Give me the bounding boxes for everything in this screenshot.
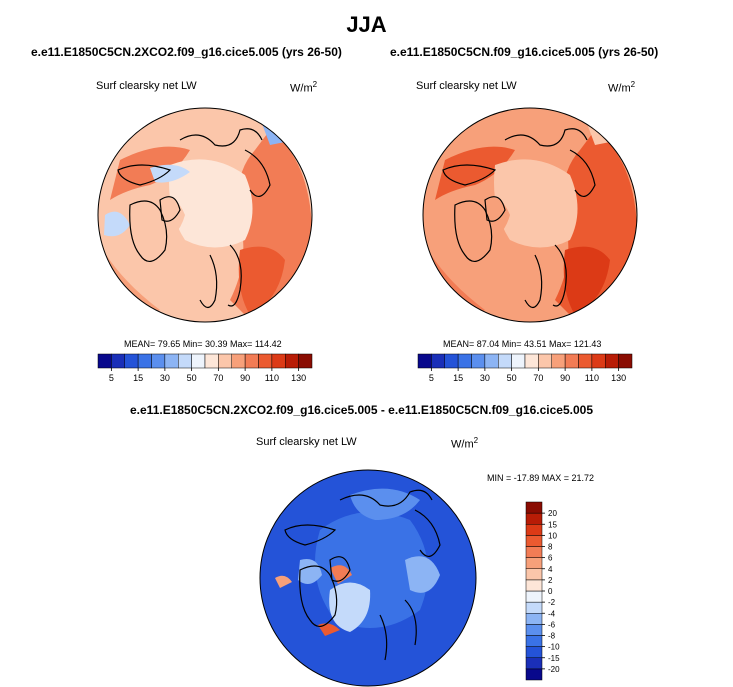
colorbar-tick-label: -6: [548, 620, 556, 629]
colorbar-swatch: [525, 524, 543, 536]
colorbar-swatch: [591, 353, 606, 369]
colorbar-tick-label: 130: [291, 373, 306, 383]
colorbar-tick-label: 8: [548, 543, 553, 552]
colorbar-tick-label: 15: [133, 373, 143, 383]
colorbar-swatch: [218, 353, 232, 369]
panel-2-title: e.e11.E1850C5CN.f09_g16.cice5.005 (yrs 2…: [390, 45, 659, 59]
panel-1-map: [97, 107, 313, 323]
colorbar-tick-label: -4: [548, 609, 556, 618]
colorbar-swatch: [97, 353, 112, 369]
colorbar-swatch: [231, 353, 246, 369]
colorbar-swatch: [431, 353, 445, 369]
colorbar-swatch: [525, 579, 543, 592]
colorbar-swatch: [484, 353, 499, 369]
colorbar-tick-label: 4: [548, 565, 553, 574]
colorbar-tick-label: 110: [265, 373, 279, 383]
colorbar-swatch: [111, 353, 125, 369]
colorbar-tick-label: 110: [585, 373, 599, 383]
panel-1-units: W/m2: [290, 80, 318, 95]
panel-2-map: [422, 107, 638, 323]
colorbar-swatch: [525, 601, 543, 614]
colorbar-swatch: [525, 657, 543, 670]
colorbar-swatch: [525, 512, 543, 525]
colorbar-tick-label: 90: [560, 373, 570, 383]
colorbar-tick-label: -10: [548, 643, 560, 652]
colorbar-tick-label: 5: [429, 373, 434, 383]
colorbar-swatch: [444, 353, 459, 369]
figure-season-title: JJA: [346, 12, 387, 37]
colorbar-swatch: [564, 353, 579, 369]
panel-2-units: W/m2: [608, 80, 636, 95]
colorbar-tick-label: -8: [548, 632, 556, 641]
colorbar-tick-label: 15: [453, 373, 463, 383]
colorbar-swatch: [258, 353, 273, 369]
panel-1-colorbar: 5 15 30 50 70 90 110 130: [97, 353, 313, 383]
colorbar-swatch: [511, 353, 526, 369]
colorbar-swatch: [204, 353, 219, 369]
panel-3-map: [259, 469, 477, 687]
colorbar-tick-label: 130: [611, 373, 626, 383]
colorbar-swatch: [551, 353, 566, 369]
colorbar-tick-label: 70: [533, 373, 543, 383]
panel-1-stats: MEAN= 79.65 Min= 30.39 Max= 114.42: [124, 339, 282, 349]
panel-3-units: W/m2: [451, 436, 479, 451]
colorbar-swatch: [525, 501, 543, 514]
colorbar-swatch: [525, 590, 543, 603]
colorbar-tick-label: 5: [109, 373, 114, 383]
colorbar-swatch: [525, 535, 543, 547]
panel-3-stats: MIN = -17.89 MAX = 21.72: [487, 473, 595, 483]
colorbar-swatch: [124, 353, 139, 369]
colorbar-swatch: [618, 353, 633, 369]
colorbar-tick-label: 50: [187, 373, 197, 383]
colorbar-tick-label: -20: [548, 665, 560, 674]
colorbar-swatch: [285, 353, 299, 369]
colorbar-tick-label: 15: [548, 520, 557, 529]
panel-1-variable: Surf clearsky net LW: [96, 80, 197, 92]
colorbar-swatch: [244, 353, 259, 369]
colorbar-swatch: [525, 635, 543, 647]
colorbar-tick-label: 50: [507, 373, 517, 383]
colorbar-swatch: [525, 613, 543, 625]
colorbar-swatch: [298, 353, 313, 369]
colorbar-tick-label: 90: [240, 373, 250, 383]
colorbar-swatch: [524, 353, 539, 369]
colorbar-swatch: [164, 353, 179, 369]
panel-2-stats: MEAN= 87.04 Min= 43.51 Max= 121.43: [443, 339, 602, 349]
colorbar-swatch: [578, 353, 593, 369]
colorbar-swatch: [137, 353, 152, 369]
colorbar-tick-label: 6: [548, 554, 553, 563]
colorbar-swatch: [525, 624, 543, 636]
colorbar-swatch: [525, 668, 543, 681]
colorbar-swatch: [525, 646, 543, 658]
colorbar-swatch: [498, 353, 512, 369]
colorbar-swatch: [457, 353, 472, 369]
colorbar-tick-label: 20: [548, 509, 557, 518]
colorbar-swatch: [191, 353, 206, 369]
colorbar-swatch: [151, 353, 166, 369]
colorbar-swatch: [417, 353, 432, 369]
colorbar-tick-label: 10: [548, 531, 557, 540]
colorbar-tick-label: 70: [213, 373, 223, 383]
panel-2-colorbar: 5 15 30 50 70 90 110 130: [417, 353, 633, 383]
colorbar-swatch: [525, 557, 543, 569]
colorbar-tick-label: 0: [548, 587, 553, 596]
colorbar-swatch: [538, 353, 552, 369]
panel-3-variable: Surf clearsky net LW: [256, 436, 357, 448]
colorbar-swatch: [605, 353, 619, 369]
panel-3-title: e.e11.E1850C5CN.2XCO2.f09_g16.cice5.005 …: [130, 403, 593, 417]
colorbar-swatch: [525, 546, 543, 558]
colorbar-tick-label: 30: [480, 373, 490, 383]
colorbar-swatch: [271, 353, 286, 369]
colorbar-tick-label: -15: [548, 654, 560, 663]
colorbar-swatch: [178, 353, 192, 369]
colorbar-tick-label: 2: [548, 576, 553, 585]
panel-2-variable: Surf clearsky net LW: [416, 80, 517, 92]
colorbar-tick-label: 30: [160, 373, 170, 383]
colorbar-swatch: [471, 353, 486, 369]
colorbar-tick-label: -2: [548, 598, 556, 607]
panel-1-title: e.e11.E1850C5CN.2XCO2.f09_g16.cice5.005 …: [31, 45, 342, 59]
colorbar-swatch: [525, 568, 543, 581]
